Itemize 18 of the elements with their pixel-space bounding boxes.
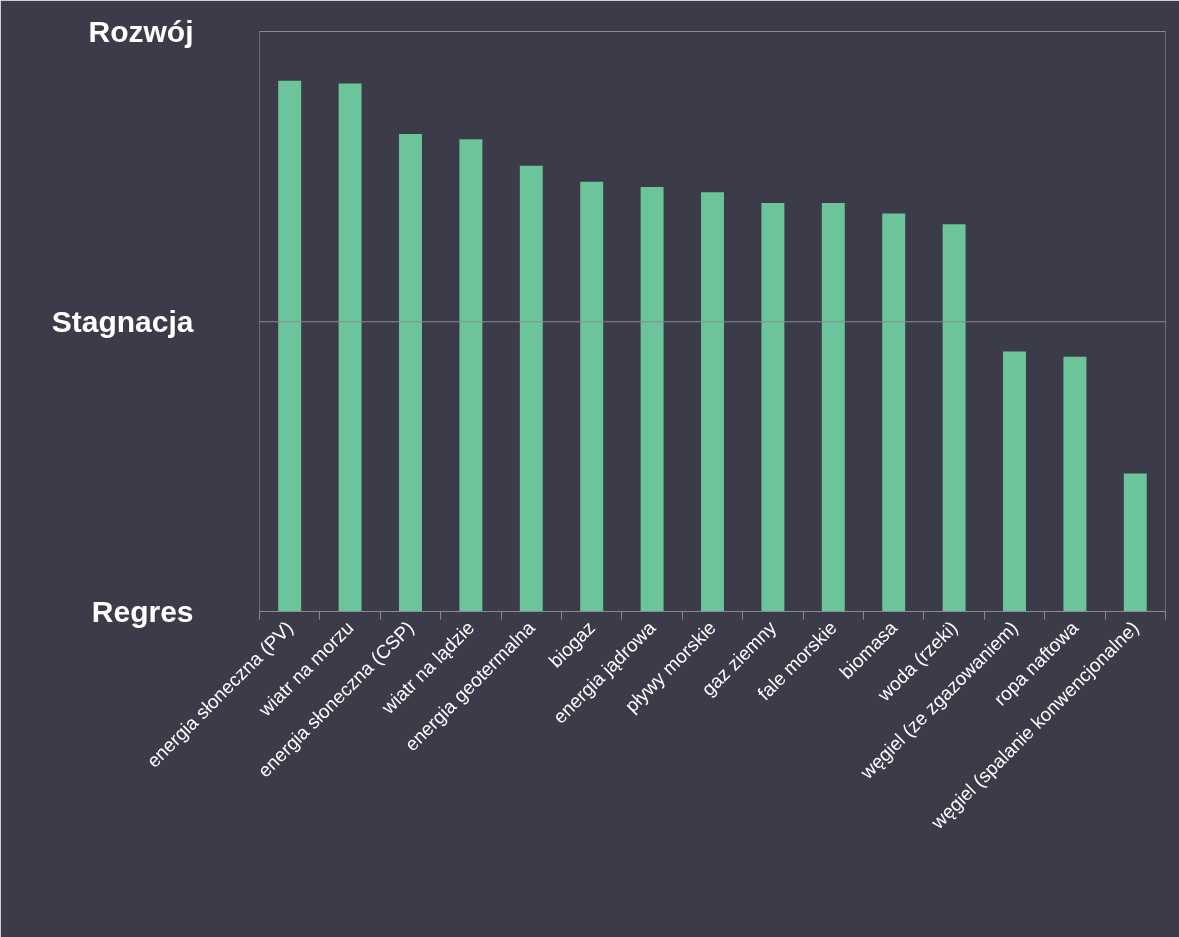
bar (519, 165, 543, 612)
bar (1063, 356, 1087, 612)
bar (1123, 473, 1147, 612)
bar (821, 202, 845, 612)
ref-line-label: Stagnacja (51, 305, 194, 339)
text: Rozwój (88, 15, 194, 48)
bar (459, 139, 483, 612)
bar (640, 186, 664, 612)
bar (942, 224, 966, 612)
bar (278, 80, 302, 612)
bar (580, 181, 604, 612)
bar (1003, 351, 1026, 612)
bar (701, 192, 724, 612)
bar (338, 83, 362, 612)
text: Regres (91, 595, 194, 628)
bar (882, 213, 906, 612)
bar (399, 133, 422, 612)
bar (761, 202, 785, 612)
